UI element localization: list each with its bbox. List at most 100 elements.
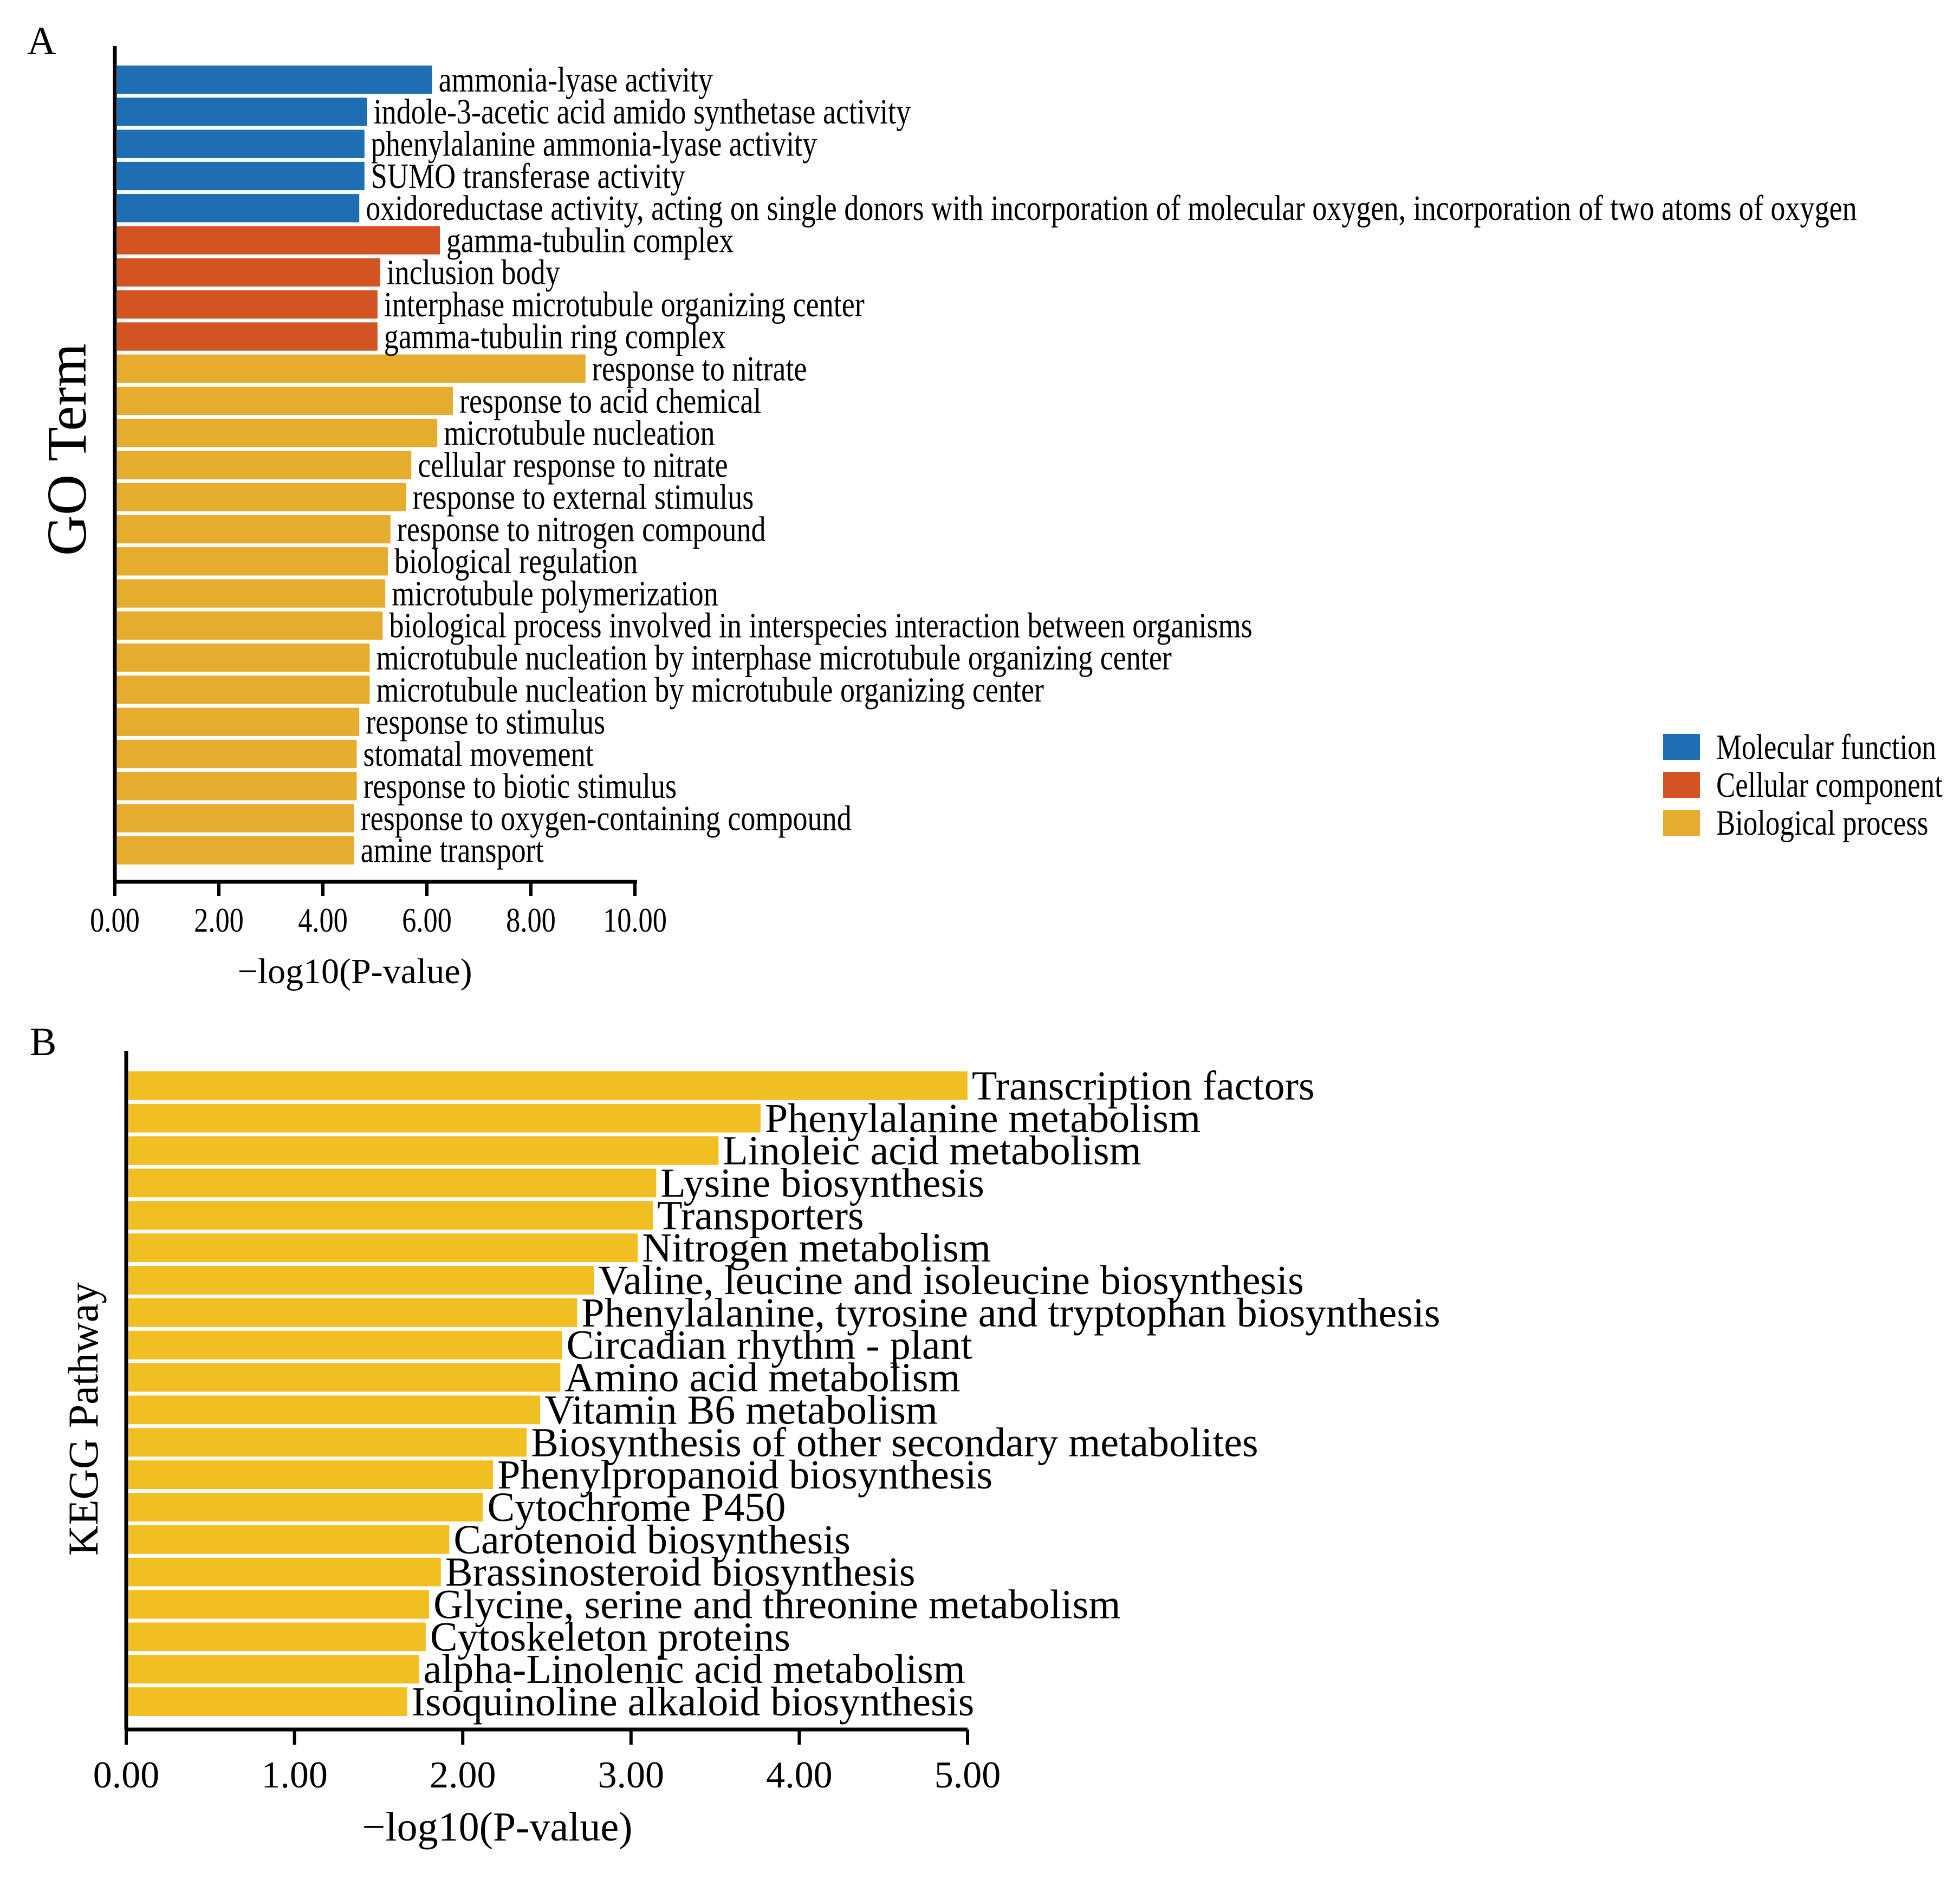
go-bar bbox=[117, 772, 357, 801]
go-bar bbox=[117, 483, 406, 511]
go-bar-label: response to external stimulus bbox=[413, 478, 754, 517]
go-bar-label: response to stimulus bbox=[366, 703, 605, 742]
go-bar-label: response to nitrogen compound bbox=[397, 510, 766, 549]
kegg-bars bbox=[128, 1071, 968, 1716]
go-tick-label: 8.00 bbox=[506, 901, 556, 939]
kegg-enrichment-chart: B KEGG Pathway Transcription factorsPhen… bbox=[30, 1020, 1440, 1850]
go-bar bbox=[117, 707, 360, 736]
kegg-tick-label: 2.00 bbox=[430, 1754, 496, 1796]
legend-label-cellular_component: Cellular component bbox=[1716, 765, 1943, 805]
go-bar-label: biological regulation bbox=[394, 542, 638, 581]
go-y-axis-title: GO Term bbox=[36, 343, 98, 556]
go-bar-label: stomatal movement bbox=[363, 734, 593, 774]
kegg-x-ticks: 0.00 1.00 2.00 3.00 4.00 5.00 bbox=[93, 1730, 1001, 1796]
kegg-bar bbox=[128, 1590, 430, 1619]
kegg-bar-label: Isoquinoline alkaloid biosynthesis bbox=[412, 1679, 975, 1725]
go-bar bbox=[117, 258, 380, 287]
go-bar-label: indole-3-acetic acid amido synthetase ac… bbox=[374, 92, 911, 132]
go-bar-label: cellular response to nitrate bbox=[418, 445, 728, 485]
kegg-bar bbox=[128, 1298, 577, 1327]
kegg-bar bbox=[128, 1266, 594, 1295]
go-bar-label: response to nitrate bbox=[592, 349, 807, 389]
kegg-bar bbox=[128, 1071, 968, 1100]
kegg-bar-label: Phenylalanine, tyrosine and tryptophan b… bbox=[581, 1290, 1440, 1336]
kegg-bar-label: Phenylpropanoid biosynthesis bbox=[497, 1452, 992, 1498]
kegg-y-axis-title: KEGG Pathway bbox=[60, 1283, 107, 1556]
go-bar-label: gamma-tubulin complex bbox=[446, 220, 734, 260]
kegg-bar-label: Biosynthesis of other secondary metaboli… bbox=[531, 1420, 1258, 1465]
go-bar bbox=[117, 97, 367, 126]
kegg-bar bbox=[128, 1493, 483, 1522]
kegg-bar bbox=[128, 1103, 761, 1133]
go-bar bbox=[117, 129, 365, 158]
go-bar-label: phenylalanine ammonia-lyase activity bbox=[371, 125, 817, 164]
kegg-bar bbox=[128, 1395, 541, 1425]
go-tick-label: 6.00 bbox=[402, 901, 452, 939]
go-bar bbox=[117, 451, 412, 479]
kegg-bar bbox=[128, 1363, 561, 1392]
go-bar bbox=[117, 579, 386, 608]
go-bar bbox=[117, 804, 354, 833]
go-bar bbox=[117, 515, 391, 544]
go-bar bbox=[117, 547, 388, 576]
kegg-bar-label: Cytoskeleton proteins bbox=[430, 1614, 790, 1660]
go-bar-label: response to oxygen-containing compound bbox=[361, 798, 852, 838]
go-bar bbox=[117, 226, 440, 255]
go-bar-label: microtubule nucleation by microtubule or… bbox=[376, 670, 1044, 710]
go-bar-label: interphase microtubule organizing center bbox=[384, 285, 865, 324]
legend-swatch-cellular_component bbox=[1663, 772, 1700, 798]
kegg-tick-label: 0.00 bbox=[93, 1754, 160, 1796]
kegg-bar bbox=[128, 1201, 653, 1230]
kegg-bar bbox=[128, 1557, 441, 1587]
go-enrichment-chart: A GO Term ammonia-lyase activityindole-3… bbox=[27, 19, 1943, 991]
go-bars bbox=[117, 66, 586, 864]
go-bar bbox=[117, 419, 438, 447]
go-bar bbox=[117, 836, 354, 864]
kegg-bar bbox=[128, 1622, 426, 1652]
go-bar bbox=[117, 611, 383, 640]
go-x-axis-title: −log10(P-value) bbox=[237, 952, 472, 991]
kegg-bar-label: Cytochrome P450 bbox=[487, 1485, 786, 1530]
go-tick-label: 4.00 bbox=[298, 901, 348, 939]
kegg-tick-label: 1.00 bbox=[261, 1754, 328, 1796]
kegg-bar-label: Nitrogen metabolism bbox=[642, 1225, 991, 1271]
kegg-bar-label: Amino acid metabolism bbox=[564, 1355, 960, 1401]
kegg-tick-label: 4.00 bbox=[766, 1754, 833, 1796]
go-bar-label: microtubule nucleation by interphase mic… bbox=[376, 638, 1172, 678]
go-bar bbox=[117, 739, 357, 769]
go-bar-label: response to biotic stimulus bbox=[363, 766, 677, 806]
kegg-bar bbox=[128, 1460, 494, 1490]
go-bar bbox=[117, 290, 378, 319]
go-bar bbox=[117, 322, 378, 351]
kegg-bar-label: alpha-Linolenic acid metabolism bbox=[423, 1647, 965, 1692]
kegg-tick-label: 3.00 bbox=[598, 1754, 665, 1796]
legend-label-biological_process: Biological process bbox=[1716, 803, 1928, 843]
go-bar bbox=[117, 675, 370, 704]
kegg-bar-label: Glycine, serine and threonine metabolism bbox=[433, 1582, 1120, 1628]
panel-a-label: A bbox=[27, 19, 56, 63]
kegg-bar bbox=[128, 1330, 562, 1360]
kegg-bar-label: Vitamin B6 metabolism bbox=[544, 1387, 938, 1433]
kegg-bar-label: Carotenoid biosynthesis bbox=[453, 1517, 851, 1563]
go-bar bbox=[117, 66, 432, 94]
go-bar-label: microtubule nucleation bbox=[444, 413, 715, 453]
go-bar-label: gamma-tubulin ring complex bbox=[384, 317, 726, 356]
kegg-bar bbox=[128, 1428, 527, 1457]
go-tick-label: 10.00 bbox=[603, 901, 667, 939]
legend-swatch-molecular_function bbox=[1663, 734, 1700, 760]
kegg-bar-label: Circadian rhythm - plant bbox=[566, 1323, 972, 1368]
go-bar-label: inclusion body bbox=[387, 253, 560, 292]
kegg-bar bbox=[128, 1687, 407, 1716]
go-tick-label: 2.00 bbox=[194, 901, 244, 939]
go-bar-label: response to acid chemical bbox=[459, 381, 761, 421]
kegg-bar-label: Phenylalanine metabolism bbox=[765, 1096, 1200, 1141]
legend-label-molecular_function: Molecular function bbox=[1716, 727, 1936, 767]
kegg-bar-label: Brassinosteroid biosynthesis bbox=[445, 1550, 916, 1595]
kegg-tick-label: 5.00 bbox=[934, 1754, 1001, 1796]
kegg-bar-label: Lysine biosynthesis bbox=[660, 1160, 984, 1206]
kegg-bar-label: Transcription factors bbox=[972, 1063, 1315, 1109]
